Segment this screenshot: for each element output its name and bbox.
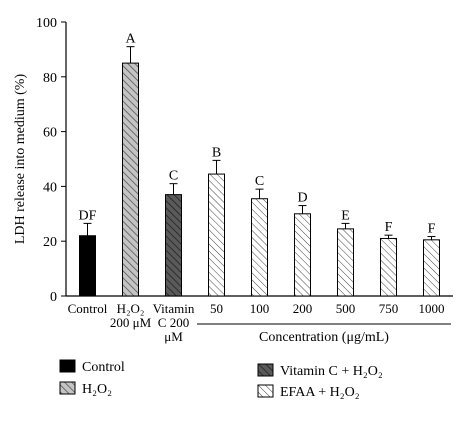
legend-swatch bbox=[59, 381, 76, 395]
x-tick-label: C 200 bbox=[158, 315, 189, 330]
legend: Control H₂O₂ Vitamin C + H₂O₂ EFAA + H₂O₂ bbox=[59, 359, 383, 400]
x-tick-label: Control bbox=[68, 301, 108, 316]
x-tick-label: 200 bbox=[293, 301, 313, 316]
x-tick-label: 1000 bbox=[419, 301, 445, 316]
legend-label: Control bbox=[82, 360, 125, 375]
legend-label: Vitamin C + H₂O₂ bbox=[280, 364, 383, 379]
data-label: C bbox=[255, 174, 264, 189]
legend-swatch bbox=[257, 384, 274, 398]
legend-swatch bbox=[59, 359, 76, 373]
data-label: E bbox=[341, 208, 350, 223]
x-tick-label: H₂O₂ bbox=[117, 301, 145, 316]
x-tick-label: 100 bbox=[250, 301, 270, 316]
y-axis-label: LDH release into medium (%) bbox=[13, 74, 28, 245]
legend-label: EFAA + H₂O₂ bbox=[280, 385, 360, 400]
legend-swatch bbox=[257, 363, 274, 377]
y-tick-label: 0 bbox=[50, 290, 57, 305]
bar bbox=[337, 228, 354, 297]
x-tick-label: 200 μM bbox=[110, 315, 152, 330]
data-label: B bbox=[212, 145, 221, 160]
x-tick-label: Vitamin bbox=[153, 301, 195, 316]
y-tick-label: 60 bbox=[43, 126, 57, 141]
bars: DF A C B C D E F F bbox=[79, 32, 440, 297]
x-tick-label: 500 bbox=[336, 301, 356, 316]
x-tick-label: 750 bbox=[379, 301, 399, 316]
legend-label: H₂O₂ bbox=[82, 382, 112, 397]
data-label: C bbox=[169, 169, 178, 184]
data-label: A bbox=[125, 32, 136, 47]
bar bbox=[208, 173, 225, 297]
y-tick-label: 20 bbox=[43, 235, 57, 250]
y-tick-label: 80 bbox=[43, 71, 57, 86]
bar bbox=[165, 194, 182, 297]
bar bbox=[294, 213, 311, 297]
data-label: F bbox=[428, 222, 436, 237]
bar bbox=[122, 62, 139, 297]
bar bbox=[423, 239, 440, 297]
data-label: F bbox=[385, 220, 393, 235]
y-tick-label: 40 bbox=[43, 180, 57, 195]
data-label: D bbox=[297, 191, 307, 206]
data-label: DF bbox=[79, 208, 97, 223]
x-tick-label: 50 bbox=[210, 301, 223, 316]
bar bbox=[380, 237, 397, 297]
y-tick-label: 100 bbox=[36, 16, 57, 31]
group-axis-label: Concentration (μg/mL) bbox=[259, 330, 389, 345]
axes: 0 20 40 60 80 100 LDH release into medium (%) bbox=[13, 16, 453, 305]
bar bbox=[251, 198, 268, 297]
x-tick-label: μM bbox=[164, 329, 183, 344]
bar bbox=[79, 235, 96, 297]
